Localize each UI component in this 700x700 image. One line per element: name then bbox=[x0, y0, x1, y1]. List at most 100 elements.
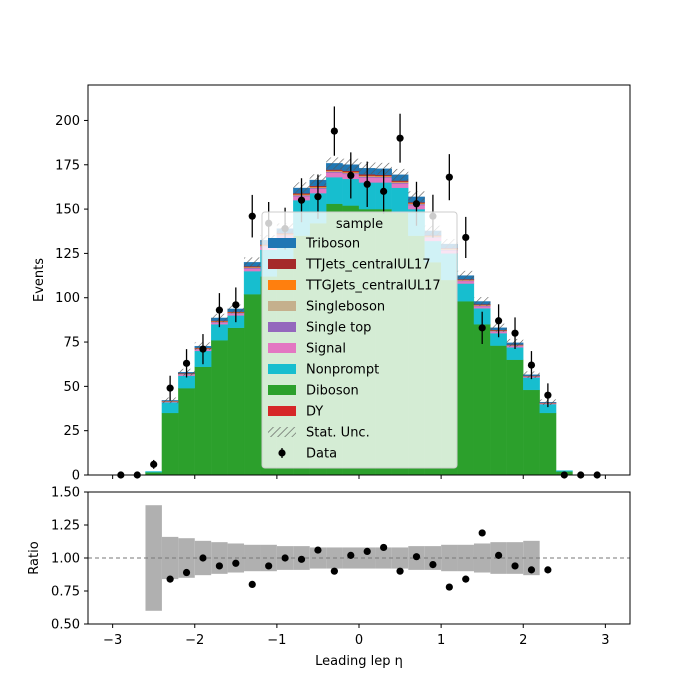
legend-swatch-diboson bbox=[268, 385, 296, 395]
ratio-unc-bin bbox=[260, 544, 277, 572]
data-point bbox=[297, 196, 306, 204]
bar-signal bbox=[391, 183, 409, 188]
legend-box bbox=[261, 211, 458, 469]
data-point bbox=[215, 306, 223, 314]
bar-diboson bbox=[194, 366, 212, 476]
data-point bbox=[462, 233, 470, 242]
bar-nonprompt bbox=[243, 270, 261, 295]
main-x-axis bbox=[112, 475, 606, 479]
data-point bbox=[445, 173, 453, 181]
bar-diboson bbox=[178, 387, 195, 476]
ratio-point bbox=[347, 551, 355, 559]
data-point bbox=[495, 317, 503, 325]
ratio-point bbox=[527, 566, 536, 574]
legend-title: sample bbox=[336, 217, 383, 232]
legend-label-diboson: Diboson bbox=[306, 384, 359, 399]
bar-diboson bbox=[227, 327, 245, 476]
bar-nonprompt bbox=[457, 283, 475, 302]
ratio-point bbox=[265, 562, 273, 570]
bar-nonprompt bbox=[391, 187, 409, 213]
x-tick-label: −3 bbox=[103, 633, 122, 648]
x-tick-label: −2 bbox=[185, 633, 204, 648]
stat-unc-hatch bbox=[457, 270, 474, 281]
bar-diboson bbox=[490, 345, 507, 476]
legend: sample Triboson TTJets_centralUL17 TTGJets_… bbox=[261, 211, 458, 469]
ratio-points bbox=[166, 529, 552, 591]
ratio-unc-bin bbox=[359, 547, 376, 569]
ratio-point bbox=[396, 567, 404, 575]
ratio-point bbox=[412, 553, 421, 561]
stat-unc-hatch bbox=[473, 297, 491, 306]
y-tick-label: 100 bbox=[55, 291, 80, 306]
data-points bbox=[117, 106, 601, 479]
legend-label-nonprompt: Nonprompt bbox=[306, 363, 379, 378]
bar-nonprompt bbox=[506, 347, 524, 360]
legend-swatch-data bbox=[278, 449, 286, 457]
ratio-point bbox=[511, 562, 519, 570]
legend-swatch-signal bbox=[268, 343, 296, 353]
main-y-axis-label: Events bbox=[32, 258, 47, 302]
stat-unc-hatch bbox=[244, 257, 261, 268]
ratio-unc-bin bbox=[457, 544, 474, 572]
data-point bbox=[511, 329, 519, 337]
ratio-y-axis-label: Ratio bbox=[27, 541, 42, 574]
stat-unc-hatch bbox=[326, 157, 343, 170]
legend-label-single-top: Single top bbox=[306, 321, 371, 336]
ratio-panel: 0.50 0.75 1.00 1.25 1.50 −3 −2 −1 0 1 2 3 Ratio Le… bbox=[27, 486, 631, 669]
bar-diboson bbox=[211, 340, 228, 476]
bar-nonprompt bbox=[523, 377, 540, 391]
data-point bbox=[412, 200, 421, 208]
ratio-point bbox=[363, 547, 371, 556]
ratio-y-tick-label: 1.25 bbox=[51, 519, 80, 534]
ratio-point bbox=[182, 568, 191, 577]
ratio-point bbox=[330, 567, 338, 575]
legend-swatch-singleboson bbox=[268, 301, 296, 311]
ratio-point bbox=[445, 583, 453, 591]
bar-signal bbox=[243, 268, 261, 272]
ratio-point bbox=[380, 543, 388, 552]
legend-swatch-single-top bbox=[268, 322, 296, 332]
ratio-point bbox=[297, 555, 306, 563]
y-tick-label: 0 bbox=[72, 469, 80, 484]
ratio-point bbox=[429, 561, 437, 569]
legend-label-stat-unc: Stat. Unc. bbox=[306, 426, 370, 441]
ratio-y-tick-label: 0.75 bbox=[51, 585, 80, 600]
y-tick-label: 175 bbox=[55, 158, 80, 173]
x-tick-label: 3 bbox=[601, 633, 609, 648]
bar-nonprompt bbox=[555, 470, 573, 472]
bar-nonprompt bbox=[178, 375, 195, 389]
bar-nonprompt bbox=[326, 177, 343, 204]
x-tick-label: 2 bbox=[519, 633, 527, 648]
data-point bbox=[396, 134, 404, 142]
y-tick-label: 125 bbox=[55, 247, 80, 262]
x-tick-label: 1 bbox=[437, 633, 445, 648]
stat-unc-hatch bbox=[375, 162, 392, 175]
legend-label-singleboson: Singleboson bbox=[306, 300, 385, 315]
legend-swatch-ttgjets-centralul17 bbox=[268, 280, 296, 290]
bar-signal bbox=[326, 172, 343, 178]
y-tick-label: 50 bbox=[63, 380, 80, 395]
legend-swatch-triboson bbox=[268, 238, 296, 248]
bar-diboson bbox=[473, 324, 491, 476]
ratio-y-tick-label: 1.50 bbox=[51, 486, 80, 501]
legend-swatch-ttjets-centralul17 bbox=[268, 259, 296, 269]
main-y-axis: 0 25 50 75 100 125 150 175 200 bbox=[55, 114, 88, 484]
bar-ttjets-centralul17 bbox=[326, 169, 343, 171]
data-point bbox=[166, 384, 174, 392]
x-tick-label: −1 bbox=[267, 633, 286, 648]
data-point bbox=[182, 359, 191, 367]
legend-swatch-stat-unc bbox=[268, 427, 296, 437]
legend-label-ttgjets-centralul17: TTGJets_centralUL17 bbox=[305, 279, 441, 294]
bar-diboson bbox=[243, 294, 261, 476]
ratio-unc-bin bbox=[441, 544, 458, 572]
bar-diboson bbox=[539, 412, 557, 476]
y-tick-label: 200 bbox=[55, 114, 80, 129]
legend-label-data: Data bbox=[306, 447, 337, 462]
ratio-unc-bin bbox=[211, 542, 228, 574]
ratio-y-tick-label: 1.00 bbox=[51, 552, 80, 567]
stat-unc-hatch bbox=[391, 168, 409, 181]
legend-label-triboson: Triboson bbox=[305, 237, 360, 252]
legend-label-dy: DY bbox=[306, 405, 323, 420]
bar-diboson bbox=[457, 301, 475, 476]
